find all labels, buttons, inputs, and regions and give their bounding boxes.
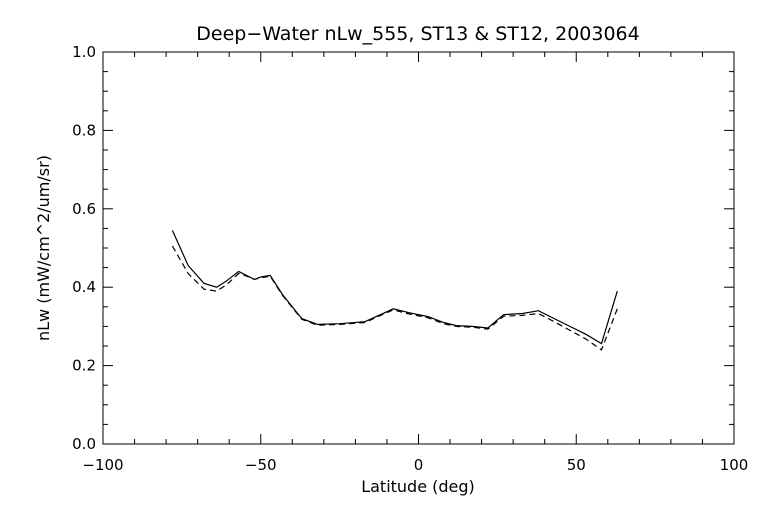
x-tick-label: −50 — [245, 456, 277, 474]
y-tick-label: 0.6 — [72, 200, 96, 218]
dashed-series-line — [171, 245, 618, 351]
solid-series-line — [171, 230, 618, 345]
axis-ticks — [102, 51, 735, 445]
chart-title: Deep−Water nLw_555, ST13 & ST12, 2003064 — [196, 23, 640, 45]
data-series — [171, 230, 618, 351]
x-tick-labels: −100 −50 0 50 100 — [82, 456, 748, 474]
x-tick-label: 0 — [414, 456, 424, 474]
x-axis-label: Latitude (deg) — [361, 477, 475, 496]
y-tick-label: 0.2 — [72, 357, 96, 375]
y-tick-labels: 0.0 0.2 0.4 0.6 0.8 1.0 — [72, 43, 96, 453]
x-tick-label: −100 — [82, 456, 123, 474]
x-tick-label: 100 — [720, 456, 749, 474]
plot-frame — [102, 51, 735, 445]
y-tick-label: 1.0 — [72, 43, 96, 61]
y-axis-label: nLw (mW/cm^2/um/sr) — [34, 155, 53, 341]
x-tick-label: 50 — [567, 456, 586, 474]
y-tick-label: 0.0 — [72, 435, 96, 453]
y-tick-label: 0.4 — [72, 278, 96, 296]
y-tick-label: 0.8 — [72, 121, 96, 139]
